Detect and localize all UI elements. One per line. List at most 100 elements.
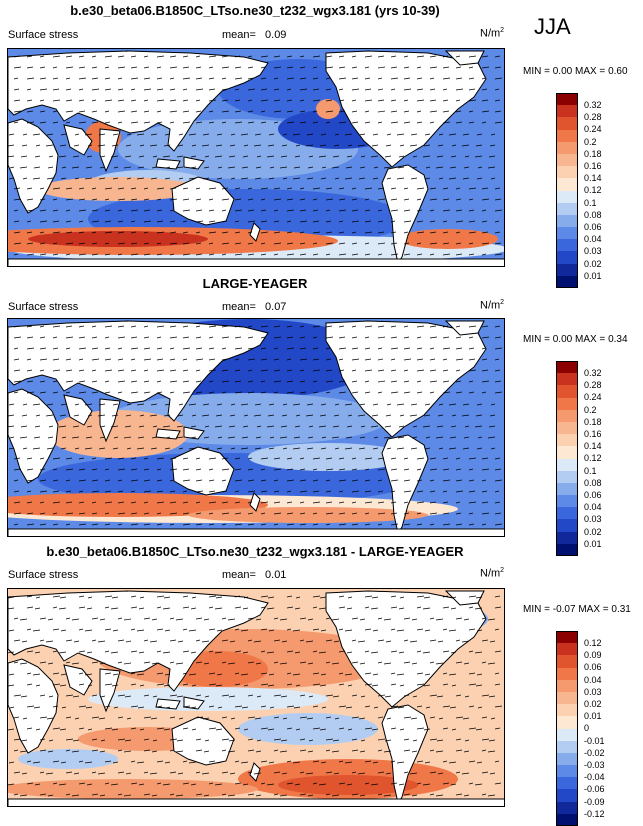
stress-arrow bbox=[448, 133, 457, 136]
stress-arrow bbox=[98, 403, 106, 406]
panel-3-title: b.e30_beta06.B1850C_LTso.ne30_t232_wgx3.… bbox=[46, 544, 464, 559]
stress-arrow bbox=[256, 739, 262, 742]
stress-arrow bbox=[338, 99, 345, 102]
colorbar-swatch bbox=[556, 202, 578, 215]
stress-arrow bbox=[474, 783, 483, 786]
stress-arrow bbox=[425, 706, 431, 709]
stress-arrow bbox=[279, 618, 288, 621]
stress-arrow bbox=[390, 650, 398, 653]
stress-arrow bbox=[494, 209, 503, 212]
stress-arrow bbox=[182, 595, 189, 598]
stress-arrow bbox=[156, 231, 165, 234]
stress-arrow bbox=[487, 794, 496, 797]
stress-arrow bbox=[33, 706, 41, 709]
stress-arrow bbox=[338, 501, 345, 504]
stress-arrow bbox=[494, 628, 500, 631]
stress-arrow bbox=[377, 639, 385, 642]
colorbar-swatch bbox=[556, 190, 578, 203]
stress-arrow bbox=[403, 501, 409, 504]
colorbar-label: 0.01 bbox=[584, 711, 602, 722]
stress-arrow bbox=[182, 99, 189, 102]
stress-arrow bbox=[351, 231, 357, 234]
stress-arrow bbox=[364, 66, 370, 69]
stress-arrow bbox=[468, 198, 474, 201]
stress-arrow bbox=[78, 457, 85, 460]
stress-arrow bbox=[208, 760, 216, 763]
stress-arrow bbox=[156, 512, 162, 515]
stress-arrow bbox=[468, 512, 474, 515]
stress-arrow bbox=[384, 155, 392, 158]
stress-arrow bbox=[182, 187, 189, 190]
stress-arrow bbox=[338, 253, 347, 256]
stress-arrow bbox=[32, 133, 41, 136]
stress-arrow bbox=[412, 739, 418, 742]
stress-arrow bbox=[182, 650, 190, 653]
stress-arrow bbox=[91, 347, 99, 350]
stress-arrow bbox=[234, 347, 243, 350]
stress-arrow bbox=[294, 783, 301, 786]
stress-arrow bbox=[377, 490, 384, 493]
stress-arrow bbox=[481, 77, 487, 80]
stress-arrow bbox=[411, 618, 418, 621]
stress-arrow bbox=[32, 629, 41, 632]
stress-arrow bbox=[390, 347, 399, 350]
stress-arrow bbox=[123, 794, 132, 797]
stress-arrow bbox=[364, 650, 370, 653]
stress-arrow bbox=[364, 782, 370, 785]
stress-arrow bbox=[124, 155, 132, 158]
stress-arrow bbox=[488, 155, 496, 158]
stress-arrow bbox=[455, 187, 461, 190]
stress-arrow bbox=[338, 198, 346, 201]
stress-arrow bbox=[202, 177, 210, 180]
stress-arrow bbox=[143, 121, 151, 124]
stress-arrow bbox=[156, 479, 163, 482]
stress-arrow bbox=[178, 403, 184, 406]
stress-arrow bbox=[152, 695, 158, 698]
stress-arrow bbox=[8, 425, 15, 428]
field-region bbox=[248, 443, 408, 471]
stress-arrow bbox=[13, 220, 20, 223]
stress-arrow bbox=[260, 760, 268, 763]
stress-arrow bbox=[13, 77, 19, 80]
stress-arrow bbox=[13, 391, 19, 394]
stress-arrow bbox=[377, 198, 386, 201]
stress-arrow bbox=[299, 694, 306, 697]
stress-arrow bbox=[399, 144, 405, 147]
stress-arrow bbox=[208, 727, 217, 730]
stress-arrow bbox=[39, 391, 47, 394]
stress-arrow bbox=[111, 596, 119, 599]
stress-arrow bbox=[338, 479, 347, 482]
stress-arrow bbox=[156, 55, 165, 58]
stress-arrow bbox=[229, 414, 236, 417]
stress-arrow bbox=[256, 425, 262, 428]
stress-arrow bbox=[364, 220, 372, 223]
stress-arrow bbox=[312, 88, 320, 91]
stress-arrow bbox=[286, 231, 293, 234]
stress-arrow bbox=[312, 628, 320, 631]
stress-arrow bbox=[468, 99, 477, 102]
stress-arrow bbox=[22, 403, 28, 406]
stress-arrow bbox=[273, 121, 279, 124]
stress-arrow bbox=[481, 369, 489, 372]
stress-arrow bbox=[65, 793, 71, 796]
stress-arrow bbox=[438, 717, 444, 720]
stress-arrow bbox=[334, 717, 340, 720]
stress-arrow bbox=[164, 177, 171, 180]
stress-arrow bbox=[364, 595, 373, 598]
stress-arrow bbox=[52, 231, 61, 234]
stress-arrow bbox=[182, 66, 190, 69]
stress-arrow bbox=[425, 166, 431, 169]
stress-arrow bbox=[422, 783, 431, 786]
panel-1-minmax: MIN = 0.00 MAX = 0.60 bbox=[523, 66, 628, 77]
stress-arrow bbox=[117, 501, 125, 504]
stress-arrow bbox=[39, 661, 47, 664]
stress-arrow bbox=[464, 739, 470, 742]
stress-arrow bbox=[98, 717, 106, 720]
stress-arrow bbox=[130, 650, 138, 653]
stress-arrow bbox=[442, 88, 448, 91]
stress-arrow bbox=[481, 661, 487, 664]
stress-arrow bbox=[117, 369, 125, 372]
stress-arrow bbox=[299, 391, 307, 394]
stress-arrow bbox=[260, 253, 267, 256]
stress-arrow bbox=[177, 640, 184, 643]
